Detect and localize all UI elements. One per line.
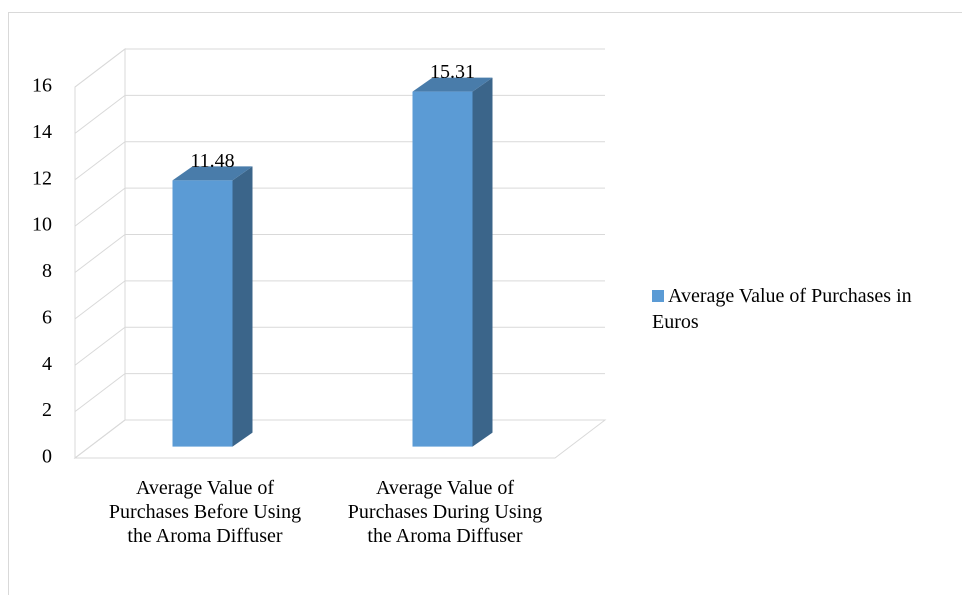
grid-line bbox=[74, 141, 605, 181]
y-tick-label: 10 bbox=[32, 214, 52, 236]
bar-top bbox=[172, 166, 253, 181]
y-tick-label: 14 bbox=[32, 121, 52, 143]
y-tick-label: 16 bbox=[32, 75, 52, 97]
data-label: 15.31 bbox=[430, 61, 475, 83]
floor bbox=[73, 419, 607, 459]
legend-swatch bbox=[652, 290, 664, 302]
grid-line bbox=[74, 419, 605, 459]
y-tick-label: 0 bbox=[42, 446, 52, 468]
y-tick-label: 12 bbox=[32, 167, 52, 189]
y-tick-label: 2 bbox=[42, 399, 52, 421]
grid-line bbox=[74, 373, 605, 413]
y-tick-label: 6 bbox=[42, 306, 52, 328]
grid-line bbox=[74, 48, 605, 88]
x-tick-label: Average Value of Purchases During Using … bbox=[347, 477, 543, 547]
grid-line bbox=[74, 326, 605, 366]
y-tick-label: 8 bbox=[42, 260, 52, 282]
bar bbox=[172, 180, 233, 447]
legend-label: Average Value of Purchases in Euros bbox=[652, 285, 912, 333]
chart-border bbox=[8, 12, 962, 595]
bar-side bbox=[472, 77, 493, 447]
bar-side bbox=[232, 166, 253, 447]
x-tick-label: Average Value of Purchases Before Using … bbox=[108, 477, 302, 547]
bar-top bbox=[412, 77, 493, 92]
grid-line bbox=[74, 187, 605, 227]
y-tick-label: 4 bbox=[42, 353, 52, 375]
legend: Average Value of Purchases in Euros bbox=[652, 283, 952, 335]
grid-line bbox=[74, 234, 605, 273]
data-label: 11.48 bbox=[190, 150, 234, 172]
grid-line bbox=[74, 94, 605, 134]
bar bbox=[412, 91, 473, 447]
grid-line bbox=[74, 280, 605, 320]
